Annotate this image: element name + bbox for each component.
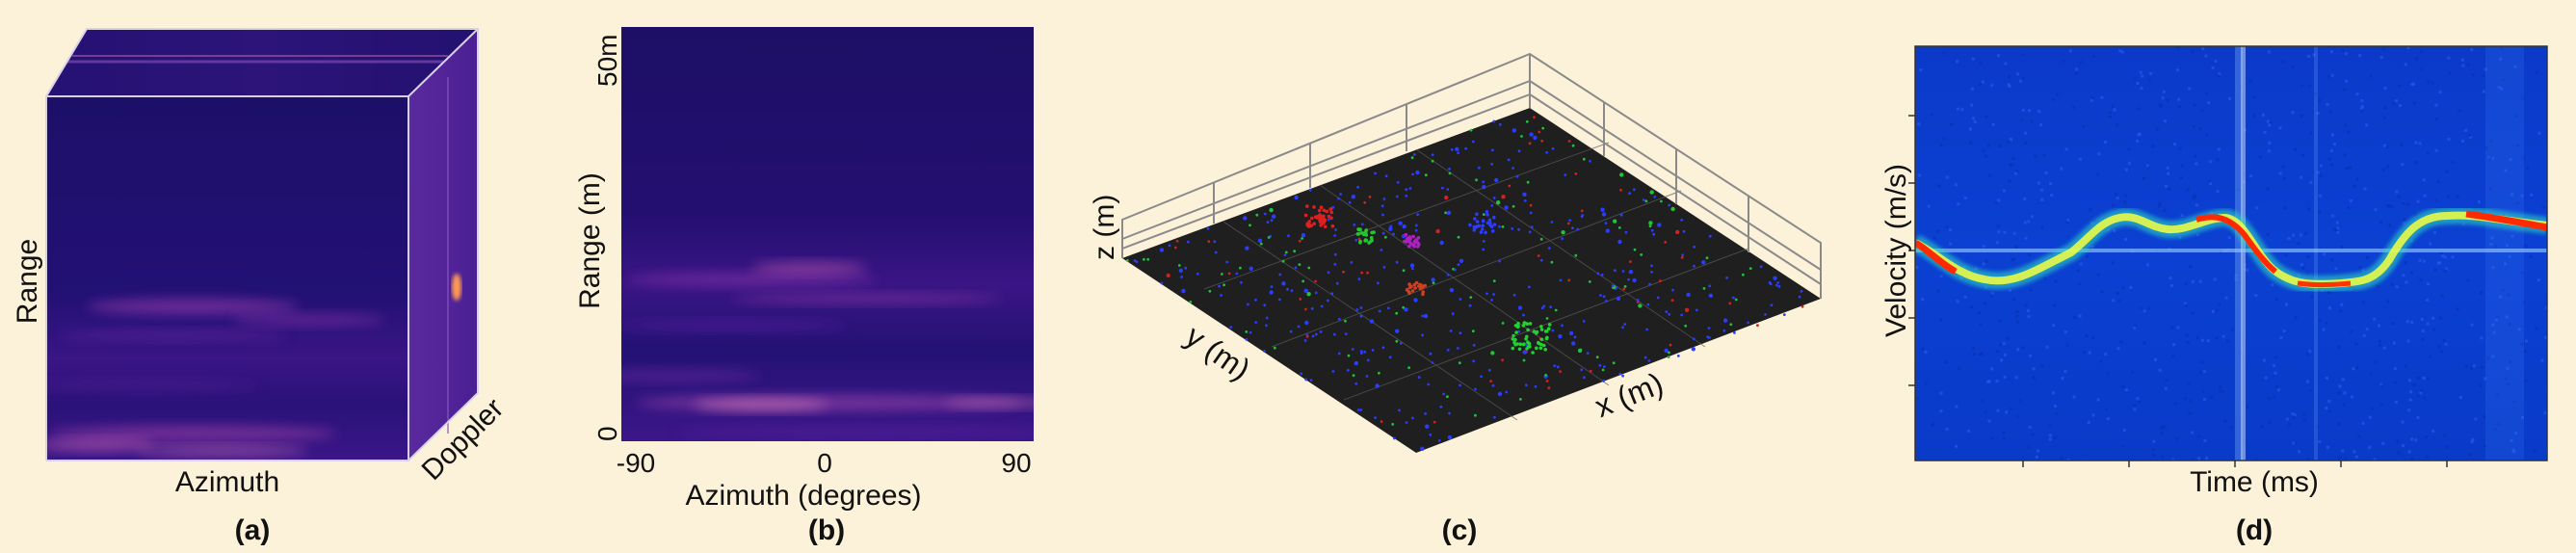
time-axis-label: Time (ms) xyxy=(2190,466,2319,498)
z-axis-label: z (m) xyxy=(1089,195,1120,260)
point-cloud-points xyxy=(1126,116,1804,451)
cube-side-face xyxy=(408,29,478,461)
azimuth-axis-label: Azimuth (degrees) xyxy=(685,480,921,512)
caption-b: (b) xyxy=(808,514,845,546)
caption-d: (d) xyxy=(2236,514,2273,546)
axis-range-label: Range xyxy=(12,239,43,324)
panel-d-spectrogram: Velocity (m/s) Time (ms) (d) xyxy=(1880,45,2548,546)
spectrogram-image xyxy=(1915,46,2547,461)
panel-c-point-cloud: z (m) y (m) x (m) (c) xyxy=(1089,52,1822,546)
azimuth-tick-neg90: -90 xyxy=(617,448,655,478)
point-cloud-floor xyxy=(1122,108,1821,453)
range-tick-top: 50m xyxy=(592,35,622,87)
range-tick-bottom: 0 xyxy=(592,426,622,441)
panel-a-radar-cube: Range Azimuth Doppler (a) xyxy=(12,28,510,546)
point-cloud-frame xyxy=(1121,52,1822,299)
azimuth-tick-90: 90 xyxy=(1001,448,1031,478)
range-axis-label: Range (m) xyxy=(574,172,606,309)
axis-azimuth-label: Azimuth xyxy=(175,466,279,498)
velocity-axis-label: Velocity (m/s) xyxy=(1880,164,1912,337)
azimuth-tick-0: 0 xyxy=(817,448,832,478)
panel-b-range-azimuth-map: Range (m) 50m 0 -90 0 90 Azimuth (degree… xyxy=(574,27,1034,546)
caption-c: (c) xyxy=(1442,514,1478,546)
cube-front-face xyxy=(46,96,408,461)
caption-a: (a) xyxy=(235,514,271,546)
